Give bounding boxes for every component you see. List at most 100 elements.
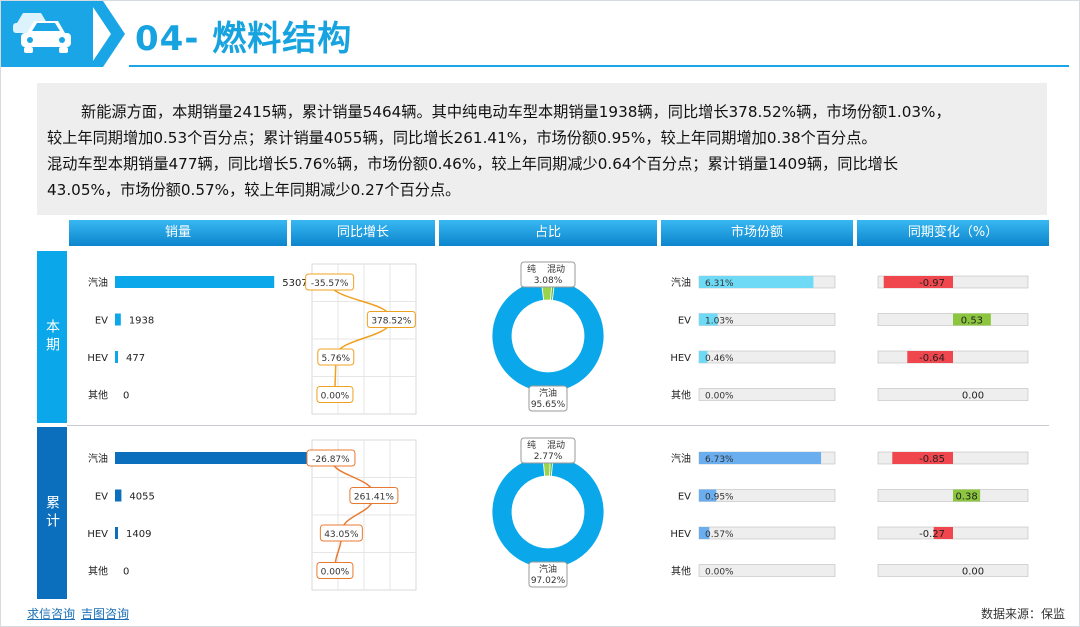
change-value-label: -0.27 xyxy=(919,529,945,540)
share-track xyxy=(698,388,836,401)
growth-data-label: 261.41% xyxy=(354,493,394,503)
share-bar xyxy=(699,351,708,363)
share-value-label: 1.03% xyxy=(705,317,734,327)
column-header-yoy-change: 同期变化（%） xyxy=(857,220,1049,246)
row-label-current: 本期 xyxy=(37,251,67,423)
footer-links: 求信咨询 吉图咨询 xyxy=(27,605,135,622)
share-value-label: 6.31% xyxy=(705,279,734,289)
growth-data-label: 0.00% xyxy=(321,392,350,402)
change-value-label: -0.85 xyxy=(919,454,945,465)
sales-bar xyxy=(115,527,118,539)
share-category-label: EV xyxy=(678,316,691,327)
sales-bar xyxy=(115,313,121,326)
donut-label-box-bottom xyxy=(528,561,568,588)
growth-data-label: -35.57% xyxy=(311,279,349,289)
change-bar xyxy=(953,313,991,326)
share-category-label: 汽油 xyxy=(671,452,691,465)
sales-category-label: HEV xyxy=(87,353,108,364)
change-value-label: 0.38 xyxy=(955,492,977,503)
summary-line: 新能源方面，本期销量2415辆，累计销量5464辆。其中纯电动车型本期销量193… xyxy=(81,103,951,121)
share-category-label: 其他 xyxy=(671,389,691,402)
donut-label-box-bottom xyxy=(528,385,568,412)
sales-value-label: 53073 xyxy=(282,278,314,289)
share-bar xyxy=(699,452,822,464)
row-divider xyxy=(67,425,1049,426)
share-value-label: 0.00% xyxy=(705,568,734,578)
sales-category-label: 汽油 xyxy=(88,276,108,289)
donut-slice xyxy=(491,279,605,393)
change-bar xyxy=(907,351,953,363)
growth-series-line xyxy=(328,281,393,395)
car-badge xyxy=(1,1,93,67)
sales-value-label: 477 xyxy=(126,353,145,364)
footer-link[interactable]: 求信咨询 xyxy=(27,607,76,621)
share-bar xyxy=(699,489,717,502)
growth-data-label: 378.52% xyxy=(371,317,411,327)
donut-label-pure: 纯 xyxy=(527,263,536,275)
growth-data-label: 0.00% xyxy=(321,568,350,578)
donut-label-gasoline: 汽油 xyxy=(539,563,557,575)
growth-series-line xyxy=(330,457,375,571)
sales-category-label: 汽油 xyxy=(88,452,108,465)
share-bar xyxy=(699,313,718,326)
change-value-label: -0.97 xyxy=(919,278,945,289)
sales-category-label: HEV xyxy=(87,529,108,540)
donut-label-gasoline: 汽油 xyxy=(539,387,557,399)
change-bar xyxy=(953,489,981,502)
share-category-label: EV xyxy=(678,492,691,503)
summary-line: 43.05%，市场份额0.57%，较上年同期减少0.27个百分点。 xyxy=(47,181,461,199)
sales-value-label: 0 xyxy=(123,391,129,402)
share-value-label: 0.00% xyxy=(705,392,734,402)
change-track xyxy=(877,388,1029,401)
sales-category-label: 其他 xyxy=(88,565,108,578)
growth-point-marker xyxy=(316,386,354,403)
growth-point-marker xyxy=(306,449,356,467)
change-value-label: -0.64 xyxy=(919,353,945,364)
sales-bar xyxy=(115,276,275,288)
share-category-label: 汽油 xyxy=(671,276,691,289)
donut-label-hybrid: 混动 xyxy=(547,264,565,275)
sales-category-label: EV xyxy=(95,316,108,327)
share-bar xyxy=(699,527,710,539)
growth-data-label: 5.76% xyxy=(322,354,351,364)
change-value-label: 0.53 xyxy=(961,316,983,327)
page-title: 04- 燃料结构 xyxy=(135,19,353,59)
sales-value-label: 1409 xyxy=(126,529,151,540)
growth-point-marker xyxy=(349,487,399,504)
share-value-label: 0.57% xyxy=(705,530,734,540)
sales-value-label: 1938 xyxy=(129,316,154,327)
donut-label-ev-share: 2.77% xyxy=(534,452,563,462)
donut-label-gasoline-share: 95.65% xyxy=(531,400,566,410)
sales-value-label: 4055 xyxy=(129,492,154,503)
summary-box: 新能源方面，本期销量2415辆，累计销量5464辆。其中纯电动车型本期销量193… xyxy=(37,83,1047,215)
donut-label-ev-share: 3.08% xyxy=(534,276,563,286)
donut-label-box-top xyxy=(520,261,576,288)
donut-label-gasoline-share: 97.02% xyxy=(531,576,566,586)
row-label-cumulative: 累计 xyxy=(37,427,67,599)
sales-category-label: EV xyxy=(95,492,108,503)
share-value-label: 0.95% xyxy=(705,493,734,503)
sales-bar xyxy=(115,351,118,363)
footer-link[interactable]: 吉图咨询 xyxy=(81,607,130,621)
sales-bar xyxy=(115,489,122,502)
share-value-label: 0.46% xyxy=(705,354,734,364)
summary-line: 较上年同期增加0.53个百分点；累计销量4055辆，同比增长261.41%，市场… xyxy=(47,129,877,147)
data-source: 数据来源：保监 xyxy=(980,607,1065,621)
column-header-market-share: 市场份额 xyxy=(661,220,853,246)
change-bar xyxy=(892,452,953,464)
column-header-sales: 销量 xyxy=(69,220,287,246)
growth-data-label: -26.87% xyxy=(312,455,350,465)
column-header-growth: 同比增长 xyxy=(291,220,435,246)
header-rule xyxy=(129,65,1069,67)
change-bar xyxy=(883,276,953,288)
growth-data-label: 43.05% xyxy=(324,530,359,540)
chevron-icon xyxy=(89,1,125,67)
change-value-label: 0.00 xyxy=(962,391,984,402)
sales-category-label: 其他 xyxy=(88,389,108,402)
column-header-share: 占比 xyxy=(439,220,657,246)
change-value-label: 0.00 xyxy=(962,567,984,578)
share-category-label: 其他 xyxy=(671,565,691,578)
change-track xyxy=(877,564,1029,577)
share-bar xyxy=(699,276,814,288)
